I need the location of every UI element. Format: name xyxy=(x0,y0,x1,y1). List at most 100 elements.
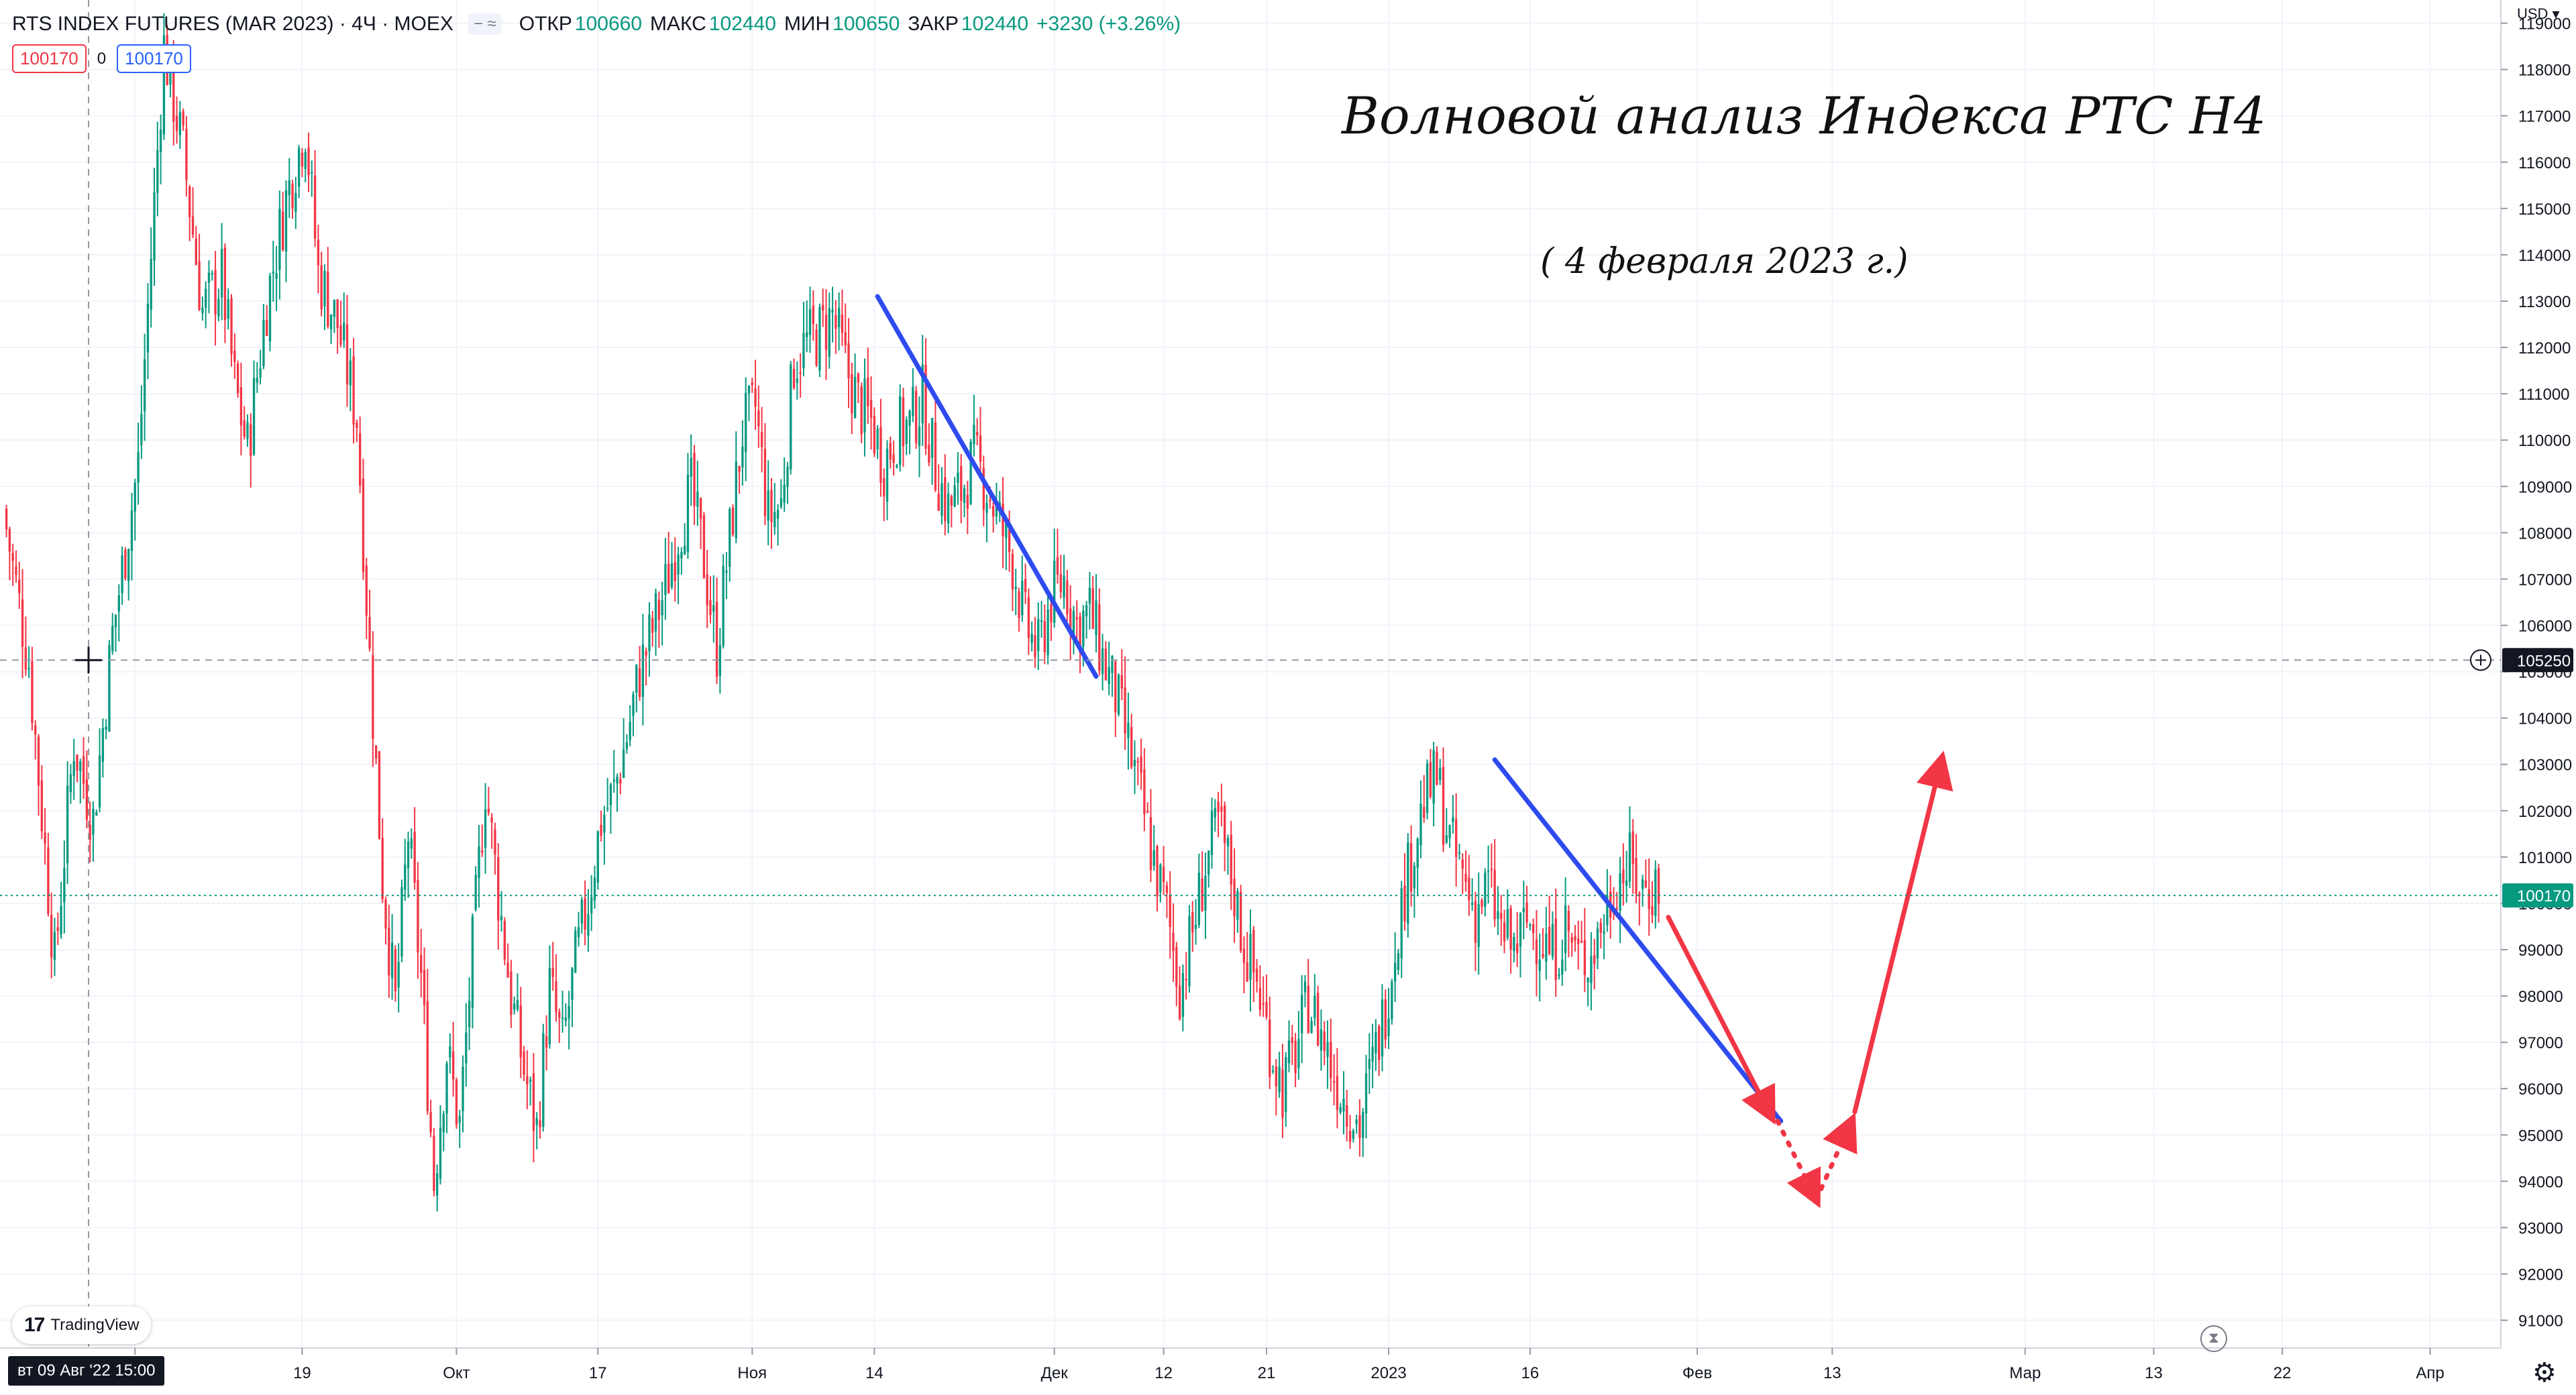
candle-body xyxy=(69,774,72,793)
price-tick-label: 97000 xyxy=(2518,1034,2563,1052)
candle-body xyxy=(670,563,674,588)
candle-body xyxy=(680,552,683,559)
sell-price-button[interactable]: 100170 xyxy=(12,44,87,73)
candle-body xyxy=(1381,999,1384,1057)
candle-body xyxy=(1127,722,1130,738)
candle-body xyxy=(1226,838,1230,846)
candle-body xyxy=(869,400,873,418)
candle-body xyxy=(889,443,892,460)
candle-body xyxy=(902,397,905,447)
candle-body xyxy=(950,496,953,506)
candle-body xyxy=(1590,956,1593,983)
candle-body xyxy=(214,270,217,315)
candle-body xyxy=(1519,913,1522,947)
candle-body xyxy=(1513,936,1515,952)
ohlc-change-value: +3230 (+3.26%) xyxy=(1036,13,1181,35)
candle-body xyxy=(812,305,814,325)
candle-body xyxy=(236,363,239,394)
candle-body xyxy=(580,899,583,924)
candle-body xyxy=(1188,915,1191,987)
price-tick-label: 91000 xyxy=(2518,1313,2563,1331)
candle-body xyxy=(423,969,426,1005)
time-tick-label: Окт xyxy=(443,1364,470,1382)
candle-body xyxy=(609,784,612,805)
candle-body xyxy=(1210,810,1214,855)
candle-body xyxy=(1368,1059,1371,1069)
candle-body xyxy=(657,600,660,620)
candle-body xyxy=(275,273,278,279)
candle-body xyxy=(1477,904,1480,947)
time-tick-label: Ноя xyxy=(737,1364,767,1382)
analysis-date[interactable]: ( 4 февраля 2023 г.) xyxy=(1540,241,1909,282)
analysis-title[interactable]: Волновой анализ Индекса РТС Н4 xyxy=(1342,86,2267,146)
candle-body xyxy=(1140,756,1142,773)
candle-body xyxy=(417,880,419,952)
time-axis[interactable]: Сен19Окт17Ноя14Дек1221202316Фев13Мар1322… xyxy=(0,1347,2576,1395)
candle-body xyxy=(211,273,213,275)
candle-body xyxy=(89,824,91,840)
candle-body xyxy=(519,1005,522,1058)
candle-body xyxy=(577,927,580,938)
candle-body xyxy=(117,595,120,612)
candle-body xyxy=(37,736,40,786)
ohlc-open-label: ОТКР xyxy=(519,13,572,35)
candle-body xyxy=(632,694,635,716)
price-tick-label: 92000 xyxy=(2518,1266,2563,1284)
candle-body xyxy=(892,454,895,463)
candle-body xyxy=(706,574,708,606)
candle-body xyxy=(1481,899,1483,907)
candle-body xyxy=(1580,940,1583,942)
candle-body xyxy=(1348,1131,1352,1142)
hourglass-icon[interactable]: ⧗ xyxy=(2200,1325,2227,1352)
candle-body xyxy=(709,600,712,615)
symbol-title[interactable]: RTS INDEX FUTURES (MAR 2023) · 4Ч · MOEX xyxy=(12,13,453,35)
candle-body xyxy=(1638,893,1641,896)
candle-body xyxy=(835,315,837,329)
price-axis[interactable]: 91000 92000 93000 94000 95000 96000 97000 98000… xyxy=(2500,0,2576,1395)
forecast-arrow xyxy=(1813,1112,1858,1203)
time-tick-label: 22 xyxy=(2273,1364,2292,1382)
candle-body xyxy=(278,209,281,270)
candle-body xyxy=(1120,675,1124,689)
candle-body xyxy=(1448,825,1451,838)
trend-line xyxy=(1492,757,1784,1124)
candle-body xyxy=(535,1118,538,1125)
candle-body xyxy=(365,565,368,616)
candle-body xyxy=(879,427,882,484)
candle-body xyxy=(1252,930,1255,972)
candle-body xyxy=(223,247,227,321)
gear-icon[interactable]: ⚙ xyxy=(2532,1358,2557,1388)
candle-body xyxy=(1416,838,1419,868)
candle-body xyxy=(786,466,789,488)
candle-body xyxy=(1072,610,1075,635)
candle-body xyxy=(1615,907,1618,909)
candle-body xyxy=(1208,850,1210,875)
candle-body xyxy=(558,1011,561,1018)
candle-body xyxy=(1641,879,1644,889)
candle-body xyxy=(1117,675,1120,715)
compare-icon[interactable]: − ≈ xyxy=(468,13,502,35)
candle-body xyxy=(1506,909,1509,938)
candle-body xyxy=(995,502,998,517)
candle-body xyxy=(799,372,802,374)
price-tick-label: 115000 xyxy=(2518,201,2571,219)
candle-body xyxy=(526,1076,529,1084)
candle-body xyxy=(873,415,876,454)
candle-body xyxy=(1233,879,1236,917)
candle-body xyxy=(1442,767,1445,845)
candle-body xyxy=(478,846,480,878)
candle-body xyxy=(741,446,744,467)
candle-body xyxy=(465,1032,468,1064)
symbol-header[interactable]: RTS INDEX FUTURES (MAR 2023) · 4Ч · MOEX… xyxy=(12,5,1189,43)
candle-body xyxy=(272,272,274,274)
ohlc-high-value: 102440 xyxy=(708,13,776,35)
tradingview-logo[interactable]: 17 TradingView xyxy=(12,1306,152,1344)
currency-selector[interactable]: USD ▾ xyxy=(2517,5,2560,22)
candle-body xyxy=(770,490,773,522)
candle-body xyxy=(928,445,930,463)
candle-body xyxy=(1114,661,1117,712)
candle-body xyxy=(831,309,834,313)
candle-body xyxy=(1323,1031,1326,1052)
buy-price-button[interactable]: 100170 xyxy=(117,44,191,73)
